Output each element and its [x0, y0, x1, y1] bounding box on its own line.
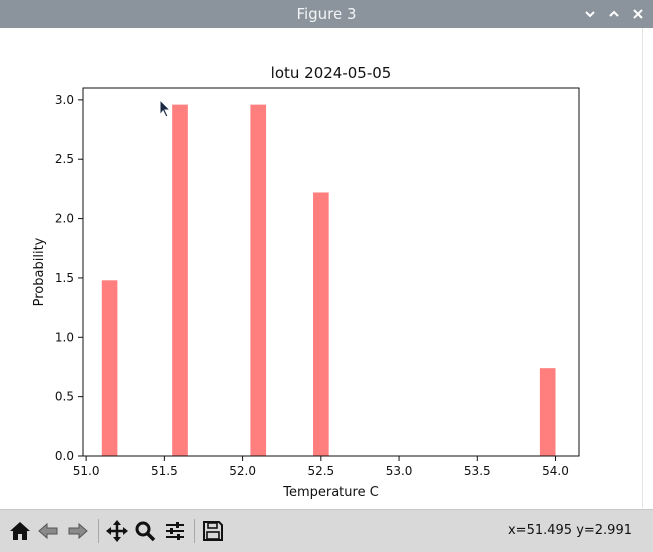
forward-icon: [68, 522, 88, 540]
x-tick-label: 54.0: [542, 464, 569, 478]
zoom-button[interactable]: [133, 519, 157, 543]
histogram-bar: [539, 368, 556, 456]
chart-title: lotu 2024-05-05: [271, 64, 392, 82]
y-tick-label: 0.0: [55, 449, 74, 463]
x-tick-label: 52.5: [307, 464, 334, 478]
x-tick-label: 51.5: [151, 464, 178, 478]
maximize-button[interactable]: [605, 5, 623, 23]
window-title: Figure 3: [296, 5, 357, 23]
navigation-toolbar: x=51.495 y=2.991: [0, 509, 653, 552]
pan-icon: [106, 520, 128, 542]
window-right-edge: [642, 28, 653, 508]
y-axis-label: Probability: [32, 237, 47, 306]
x-axis-label: Temperature C: [282, 485, 379, 500]
x-tick-label: 51.0: [73, 464, 100, 478]
axes-frame: [82, 87, 580, 457]
y-tick-label: 2.5: [55, 152, 74, 166]
y-tick-label: 1.0: [55, 330, 74, 344]
back-button[interactable]: [36, 519, 60, 543]
window-controls: [581, 0, 647, 28]
toolbar-separator: [194, 519, 195, 543]
home-icon: [10, 522, 30, 540]
close-icon: [633, 9, 643, 19]
x-tick-label: 53.0: [386, 464, 413, 478]
histogram-chart[interactable]: lotu 2024-05-05 51.0 51.5 52.0 52.5 53.0 53.5…: [0, 28, 653, 509]
histogram-bar: [101, 280, 118, 456]
x-tick-label: 53.5: [464, 464, 491, 478]
close-button[interactable]: [629, 5, 647, 23]
mouse-cursor-icon: [159, 98, 172, 118]
x-tick-label: 52.0: [229, 464, 256, 478]
pan-button[interactable]: [105, 519, 129, 543]
minimize-button[interactable]: [581, 5, 599, 23]
figure-canvas[interactable]: lotu 2024-05-05 51.0 51.5 52.0 52.5 53.0 53.5…: [0, 28, 653, 509]
forward-button[interactable]: [66, 519, 90, 543]
cursor-coordinates: x=51.495 y=2.991: [507, 523, 632, 538]
y-tick-label: 3.0: [55, 93, 74, 107]
home-button[interactable]: [8, 519, 32, 543]
title-bar[interactable]: Figure 3: [0, 0, 653, 28]
histogram-bar: [313, 192, 329, 456]
y-tick-label: 1.5: [55, 271, 74, 285]
y-tick-label: 2.0: [55, 212, 74, 226]
chevron-up-icon: [609, 10, 619, 17]
chevron-down-icon: [585, 11, 595, 18]
save-button[interactable]: [201, 519, 225, 543]
toolbar-separator: [98, 519, 99, 543]
configure-subplots-icon: [166, 522, 184, 540]
save-icon: [203, 521, 223, 541]
configure-subplots-button[interactable]: [163, 519, 187, 543]
back-icon: [38, 522, 58, 540]
y-tick-label: 0.5: [55, 390, 74, 404]
zoom-icon: [135, 521, 156, 542]
histogram-bar: [250, 104, 267, 456]
histogram-bar: [172, 104, 188, 456]
